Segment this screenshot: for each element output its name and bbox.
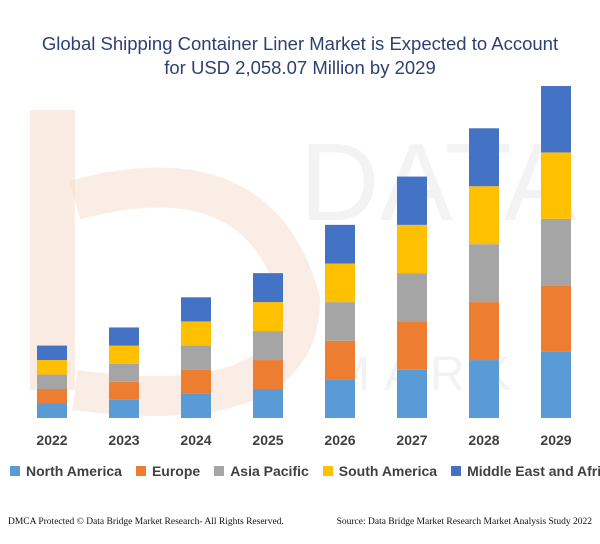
bar-segment-2024-north-america bbox=[181, 393, 211, 418]
bar-segment-2026-south-america bbox=[325, 263, 355, 303]
legend-item-south-america: South America bbox=[322, 463, 438, 479]
bar-segment-2023-europe bbox=[109, 381, 139, 400]
bar-segment-2029-south-america bbox=[541, 152, 571, 219]
legend-swatch bbox=[322, 466, 333, 476]
bar-segment-2022-south-america bbox=[37, 360, 67, 375]
bar-segment-2027-europe bbox=[397, 321, 427, 370]
bar-segment-2024-europe bbox=[181, 369, 211, 394]
legend-label: Europe bbox=[151, 463, 201, 479]
bar-segment-2022-north-america bbox=[37, 403, 67, 418]
bar-segment-2028-europe bbox=[469, 302, 499, 361]
bar-segment-2028-south-america bbox=[469, 186, 499, 245]
bar-segment-2029-europe bbox=[541, 285, 571, 352]
bar-segment-2029-asia-pacific bbox=[541, 218, 571, 286]
bar-segment-2026-middle-east-and-africa bbox=[325, 224, 355, 264]
chart-title: Global Shipping Container Liner Market i… bbox=[20, 32, 580, 80]
bar-segment-2025-north-america bbox=[253, 389, 283, 418]
bar-segment-2022-middle-east-and-africa bbox=[37, 345, 67, 361]
bar-segment-2025-asia-pacific bbox=[253, 331, 283, 361]
x-tick-label: 2028 bbox=[468, 432, 499, 448]
x-tick-label: 2025 bbox=[252, 432, 283, 448]
x-tick-label: 2024 bbox=[180, 432, 211, 448]
bar-segment-2026-asia-pacific bbox=[325, 302, 355, 341]
bar-segment-2029-middle-east-and-africa bbox=[541, 86, 571, 153]
stacked-bar-chart: 2022 2023 2024 2025 2026 2027 2028 2029 bbox=[36, 86, 572, 448]
legend-label: Asia Pacific bbox=[230, 463, 309, 479]
chart-title-line-1: Global Shipping Container Liner Market i… bbox=[41, 33, 559, 54]
bar-segment-2024-middle-east-and-africa bbox=[181, 297, 211, 322]
x-tick-label: 2026 bbox=[324, 432, 355, 448]
bar-segment-2029-north-america bbox=[541, 351, 571, 418]
legend-label: North America bbox=[26, 463, 122, 479]
x-tick-label: 2022 bbox=[36, 432, 67, 448]
bar-segment-2025-south-america bbox=[253, 302, 283, 332]
x-tick-label: 2027 bbox=[396, 432, 427, 448]
bar-segment-2027-north-america bbox=[397, 369, 427, 418]
bar-segment-2022-europe bbox=[37, 389, 67, 404]
x-tick-label: 2029 bbox=[540, 432, 571, 448]
legend-label: South America bbox=[338, 463, 438, 479]
bar-segment-2023-south-america bbox=[109, 345, 139, 364]
bar-segment-2025-europe bbox=[253, 360, 283, 390]
bar-segment-2024-south-america bbox=[181, 321, 211, 346]
copyright-notice: DMCA Protected © Data Bridge Market Rese… bbox=[8, 517, 284, 527]
bar-segment-2028-asia-pacific bbox=[469, 244, 499, 303]
bar-segment-2023-middle-east-and-africa bbox=[109, 327, 139, 346]
bar-segment-2027-middle-east-and-africa bbox=[397, 176, 427, 225]
legend-item-asia-pacific: Asia Pacific bbox=[214, 463, 309, 479]
bar-segment-2024-asia-pacific bbox=[181, 345, 211, 370]
bar-segment-2025-middle-east-and-africa bbox=[253, 273, 283, 303]
bar-segment-2028-north-america bbox=[469, 360, 499, 418]
chart-title-line-2: for USD 2,058.07 Million by 2029 bbox=[164, 57, 436, 78]
source-note: Source: Data Bridge Market Research Mark… bbox=[336, 517, 592, 527]
bar-segment-2026-north-america bbox=[325, 379, 355, 418]
legend-label: Middle East and Africa bbox=[467, 463, 600, 479]
svg-text:DATA: DATA bbox=[300, 121, 578, 244]
x-tick-label: 2023 bbox=[108, 432, 139, 448]
legend-swatch bbox=[214, 466, 225, 476]
bar-segment-2022-asia-pacific bbox=[37, 374, 67, 390]
bar-segment-2023-asia-pacific bbox=[109, 363, 139, 382]
bar-segment-2027-asia-pacific bbox=[397, 273, 427, 322]
legend-swatch bbox=[10, 466, 20, 476]
legend-item-europe: Europe bbox=[135, 463, 201, 479]
chart-legend: North America Europe Asia Pacific South Ame… bbox=[10, 459, 600, 483]
bar-segment-2027-south-america bbox=[397, 224, 427, 274]
legend-swatch bbox=[135, 466, 146, 476]
bar-segment-2026-europe bbox=[325, 340, 355, 380]
legend-item-north-america: North America bbox=[10, 463, 122, 479]
bar-segment-2028-middle-east-and-africa bbox=[469, 128, 499, 187]
legend-item-middle-east-and-africa: Middle East and Africa bbox=[451, 463, 600, 479]
legend-swatch bbox=[451, 466, 462, 476]
bar-segment-2023-north-america bbox=[109, 399, 139, 418]
